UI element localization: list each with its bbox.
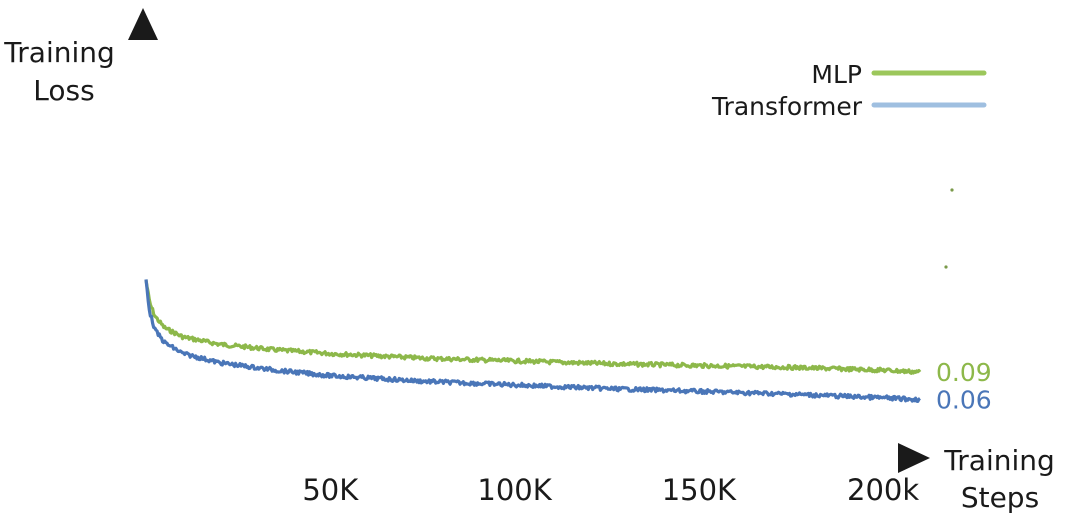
end-value-label: 0.06 — [936, 386, 992, 415]
y-axis-arrowhead — [128, 8, 158, 40]
x-axis-title-line-2: Steps — [961, 481, 1039, 514]
x-axis-title: Training Steps — [943, 444, 1063, 514]
end-value-labels: 0.090.06 — [936, 358, 992, 415]
end-value-label: 0.09 — [936, 358, 992, 387]
legend-label: MLP — [811, 60, 862, 89]
x-tick-label: 200k — [847, 473, 919, 507]
stray-dot — [944, 265, 948, 269]
series-line-transformer — [144, 279, 921, 403]
legend-label: Transformer — [711, 92, 863, 121]
y-axis-title: Training Loss — [3, 36, 123, 107]
x-tick-labels: 50K 100K 150K 200k — [302, 473, 919, 507]
x-axis-arrowhead — [898, 443, 930, 473]
legend: MLP Transformer — [711, 60, 987, 121]
y-axis-title-line-2: Loss — [33, 74, 94, 107]
x-axis-title-line-1: Training — [943, 444, 1054, 477]
x-tick-label: 150K — [662, 473, 737, 507]
x-tick-label: 100K — [477, 473, 552, 507]
x-tick-label: 50K — [302, 473, 359, 507]
series-line-mlp — [144, 279, 922, 375]
series-lines — [144, 279, 922, 403]
stray-dot — [950, 188, 954, 192]
y-axis-title-line-1: Training — [3, 36, 114, 69]
